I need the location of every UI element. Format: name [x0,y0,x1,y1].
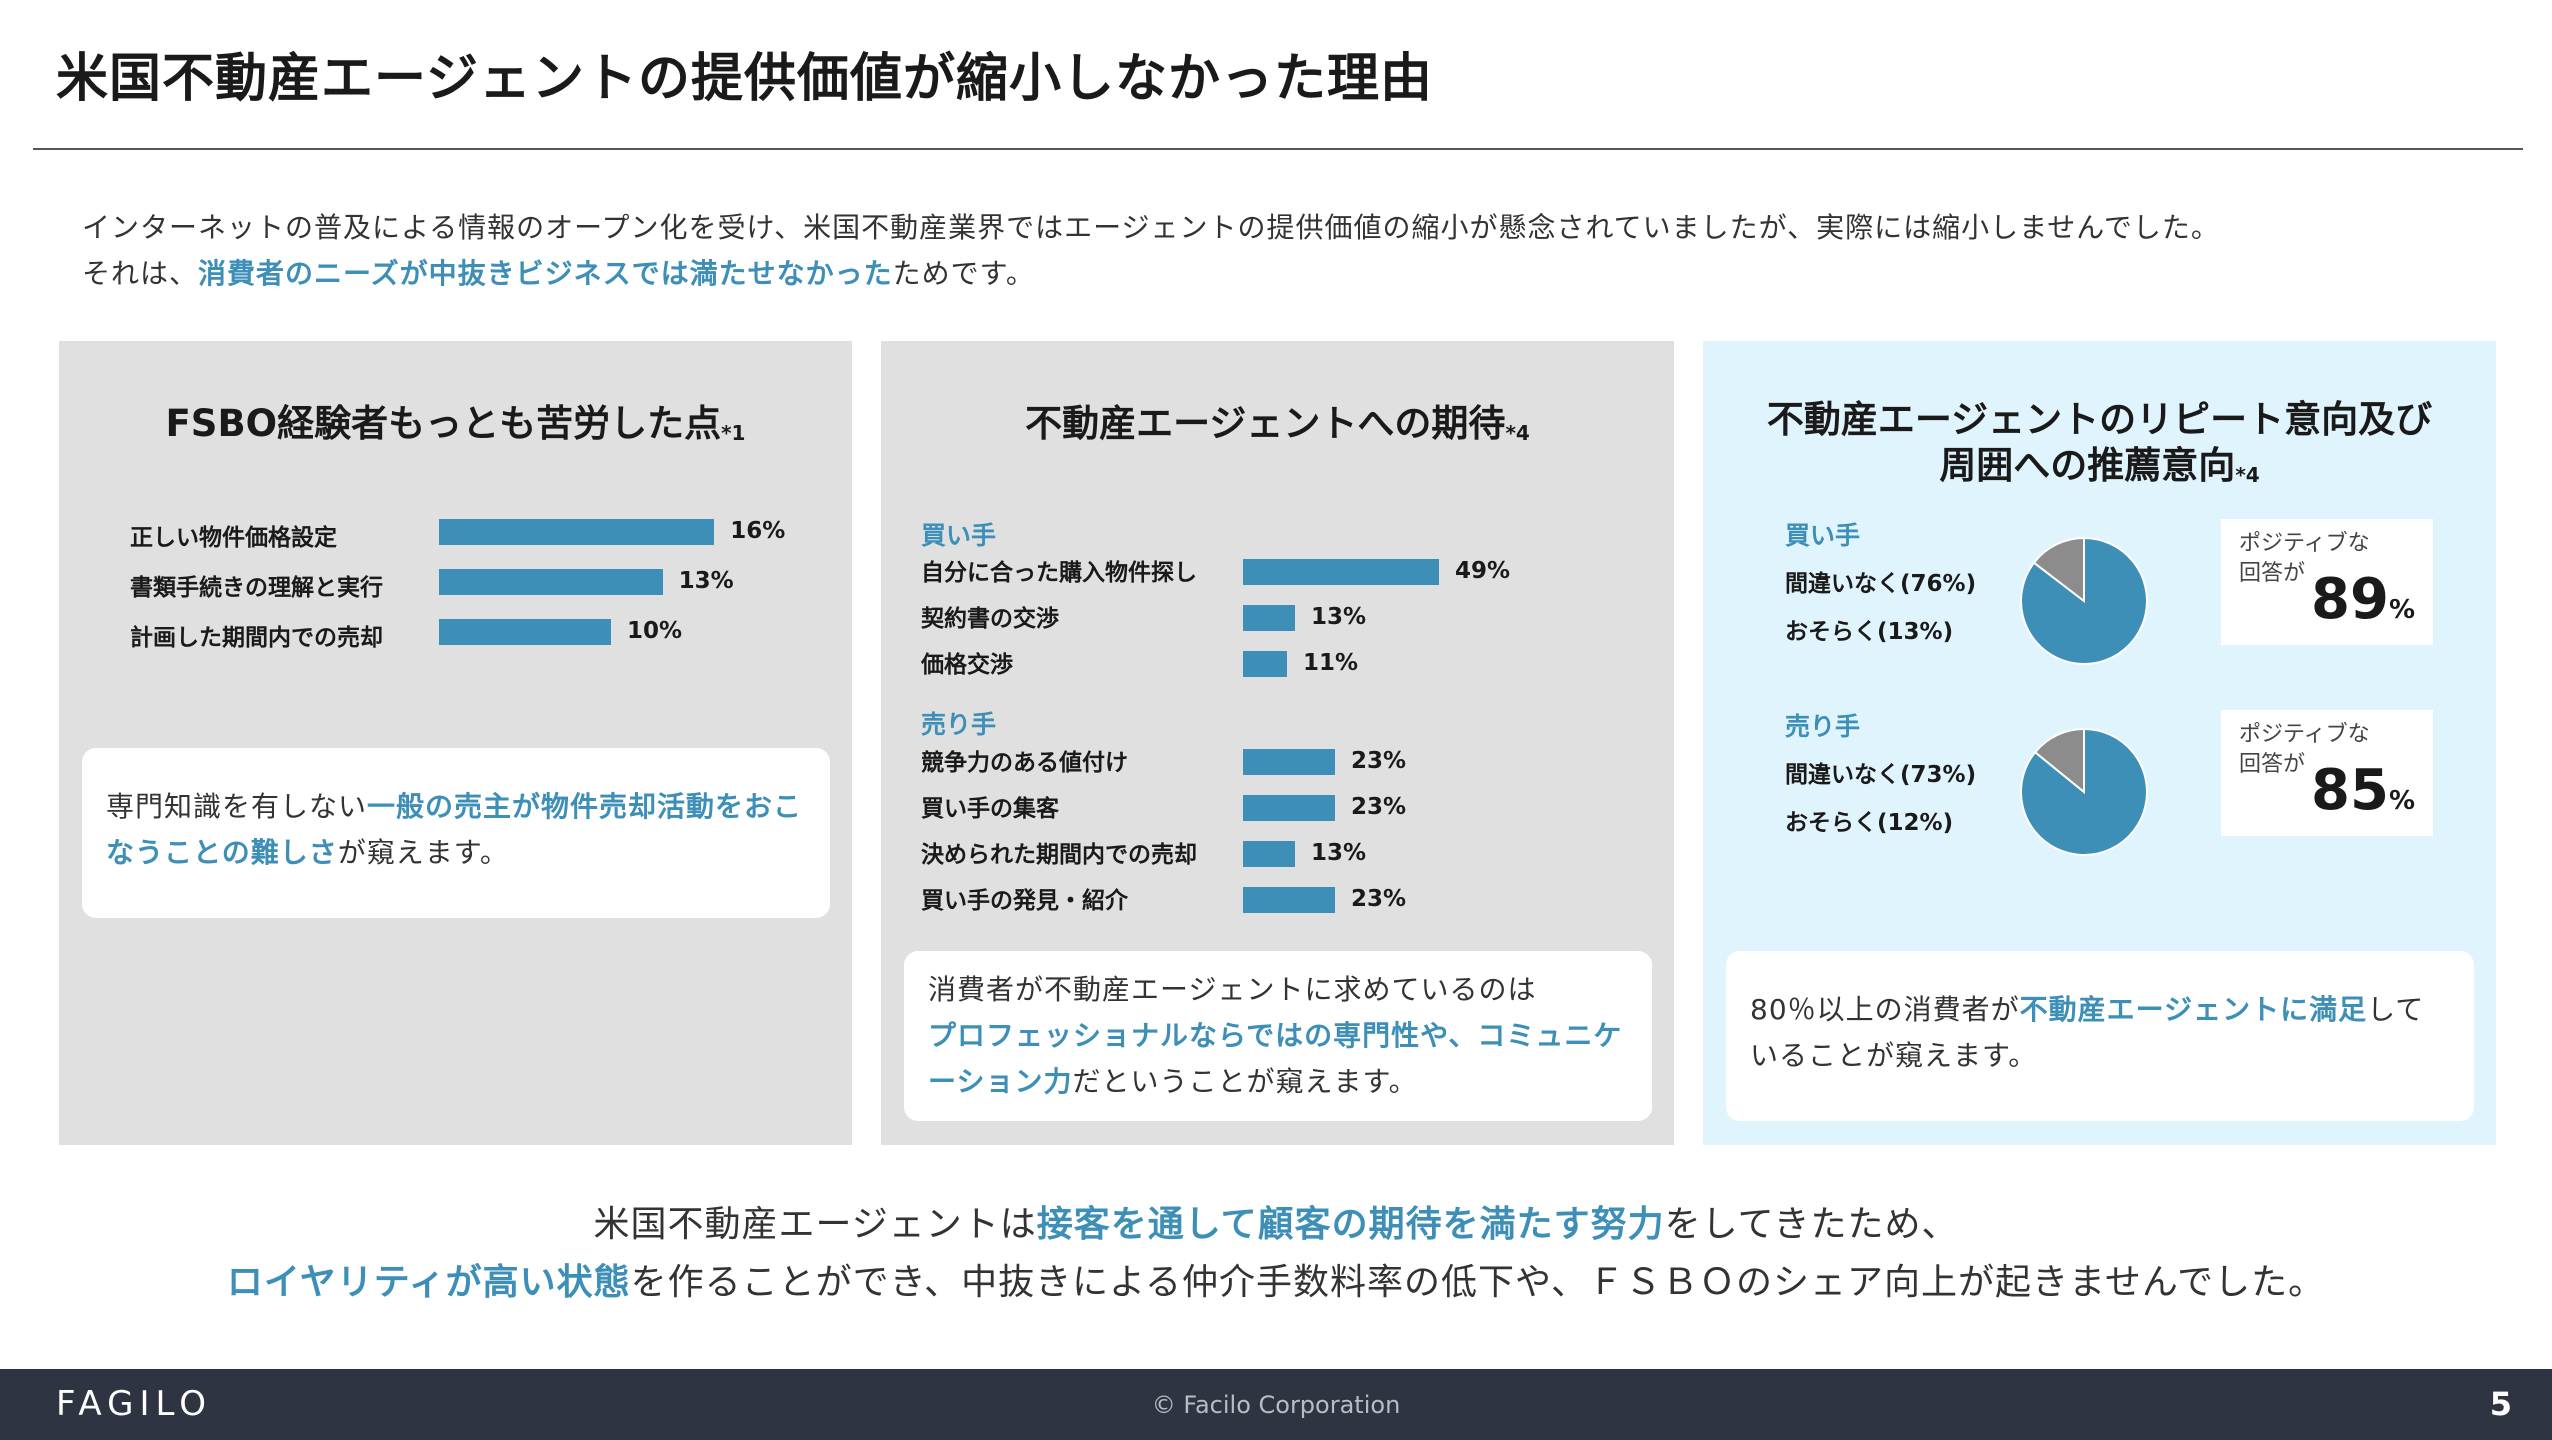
panel1-bar-label: 計画した期間内での売却 [130,625,383,651]
panel3-pie [2020,536,2148,665]
panel2-bar-value: 23% [1351,794,1407,820]
panel2-bar-label: 競争力のある値付け [921,750,1128,776]
panel3-legend-item: 間違いなく(73%) [1785,762,1977,788]
panel2-bar-label: 買い手の集客 [921,796,1059,822]
panel3-legend-item: おそらく(13%) [1785,619,1954,645]
panel3-legend-item: 間違いなく(76%) [1785,571,1977,597]
panel1-bar-value: 16% [730,518,786,544]
panel1-note: *1 [721,421,746,445]
panel1-bar [439,569,663,595]
positive-label-line: 回答が [2239,752,2306,777]
panel1-bar-label: 書類手続きの理解と実行 [130,575,383,601]
panel2-bar-value: 11% [1303,650,1359,676]
panel3-pie [2020,727,2148,856]
panel2-bar-label: 契約書の交渉 [921,606,1059,632]
pie-slice-probably [2033,727,2085,795]
panel2-bar-value: 13% [1311,840,1367,866]
panel1-bar [439,519,715,545]
page-title: 米国不動産エージェントの提供価値が縮小しなかった理由 [56,49,1433,109]
panel3-legend-item: おそらく(12%) [1785,810,1954,836]
positive-label-line: ポジティブな [2239,722,2370,747]
intro-line-2: それは、消費者のニーズが中抜きビジネスでは満たせなかったためです。 [82,257,1035,290]
positive-unit: % [2388,595,2415,625]
positive-label: ポジティブな 回答が [2239,529,2370,589]
positive-unit: % [2388,786,2415,816]
fsbo-difficulty-panel: FSBO経験者もっとも苦労した点*1 正しい物件価格設定 16% 書類手続きの理解と… [59,341,852,1145]
panel2-bar [1243,559,1439,585]
panel1-card: 専門知識を有しない一般の売主が物件売却活動をおこなうことの難しさが窺えます。 [82,748,830,918]
positive-value: 89% [2311,567,2415,632]
panel2-bar [1243,795,1335,821]
panel2-bar-value: 23% [1351,886,1407,912]
pie-slice-probably [2032,536,2085,604]
copyright: © Facilo Corporation [1151,1391,1401,1419]
panel1-title: FSBO経験者もっとも苦労した点*1 [165,402,746,445]
title-divider [33,148,2523,150]
panel2-note: *4 [1505,421,1530,445]
facilo-logo: FAGILO [56,1384,212,1424]
panel2-bar-value: 23% [1351,748,1407,774]
panel2-bar-label: 決められた期間内での売却 [921,842,1197,868]
page-number: 5 [2489,1385,2512,1423]
agent-expectation-panel: 不動産エージェントへの期待*4 買い手自分に合った購入物件探し 49% 契約書の交渉… [881,341,1674,1145]
panel2-title: 不動産エージェントへの期待*4 [1025,402,1530,445]
panel1-bar-value: 13% [678,568,734,594]
panel2-bar [1243,651,1287,677]
repeat-intention-panel: 不動産エージェントのリピート意向及び 周囲への推薦意向*4 買い手間違いなく(76… [1703,341,2496,1145]
panel2-bar-value: 49% [1455,558,1511,584]
panel2-bar [1243,749,1335,775]
panel1-bar [439,619,611,645]
conclusion-line-1: 米国不動産エージェントは接客を通して顧客の期待を満たす努力をしてきたため、 [593,1204,1959,1245]
positive-label-line: 回答が [2239,561,2306,586]
panel2-bar [1243,841,1295,867]
positive-label-line: ポジティブな [2239,531,2370,556]
panel2-bar-label: 買い手の発見・紹介 [921,888,1128,914]
panel2-bar [1243,605,1295,631]
intro-highlight: 消費者のニーズが中抜きビジネスでは満たせなかった [198,257,893,290]
panel2-bar [1243,887,1335,913]
panel2-group-label: 売り手 [921,710,997,739]
panel2-bar-label: 自分に合った購入物件探し [921,560,1197,586]
conclusion-line-2: ロイヤリティが高い状態を作ることができ、中抜きによる仲介手数料率の低下や、ＦＳＢ… [226,1262,2326,1303]
panel3-card: 80％以上の消費者が不動産エージェントに満足していることが窺えます。 [1726,951,2474,1121]
intro-line-1: インターネットの普及による情報のオープン化を受け、米国不動産業界ではエージェント… [82,211,2220,244]
panel3-positive-box: ポジティブな 回答が 85% [2221,710,2433,836]
panel3-group-label: 売り手 [1785,712,1861,741]
positive-value: 85% [2311,758,2415,823]
panel2-card: 消費者が不動産エージェントに求めているのは プロフェッショナルならではの専門性や、… [904,951,1652,1121]
panel3-positive-box: ポジティブな 回答が 89% [2221,519,2433,645]
panel3-note: *4 [2235,463,2260,487]
panel1-bar-value: 10% [627,618,683,644]
panel2-bar-label: 価格交渉 [921,652,1013,678]
panel2-group-label: 買い手 [921,521,997,550]
footer: FAGILO © Facilo Corporation 5 [0,1369,2552,1440]
positive-label: ポジティブな 回答が [2239,720,2370,780]
panel3-group-label: 買い手 [1785,521,1861,550]
panel2-bar-value: 13% [1311,604,1367,630]
panel1-bar-label: 正しい物件価格設定 [130,525,337,551]
panel3-title: 不動産エージェントのリピート意向及び 周囲への推薦意向*4 [1766,398,2433,487]
